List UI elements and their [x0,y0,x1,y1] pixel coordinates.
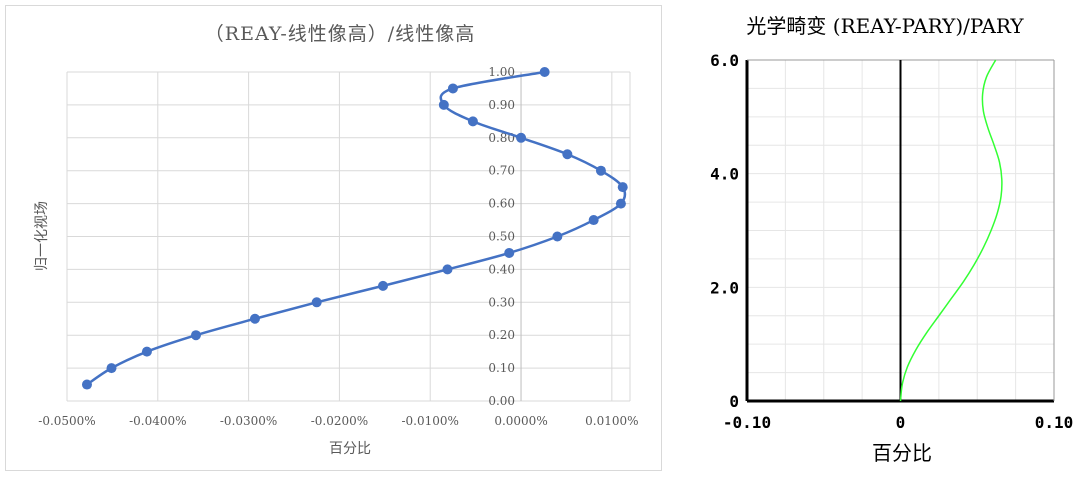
y-tick-label: 0.90 [488,98,515,112]
data-point [595,165,606,176]
grid [745,59,1055,403]
data-point [190,330,201,341]
y-tick-label: 0.50 [488,230,515,244]
data-point [378,280,389,291]
series [899,59,1003,402]
data-point [311,297,322,308]
x-tick-label: 0.10 [1035,413,1074,432]
chart-title: 光学畸变 (REAY-PARY)/PARY [746,14,1024,38]
distortion-chart-left: （REAY-线性像高）/线性像高 -0.0500% -0.0400% -0.0300… [5,5,662,471]
data-point [438,99,449,110]
data-point [617,182,628,193]
data-point [141,346,152,357]
data-point [504,247,515,258]
y-tick-label: 0.10 [488,361,515,375]
y-tick-label: 0.70 [488,164,515,178]
y-tick-label: 0.60 [488,197,515,211]
y-tick-label: 0.20 [488,328,515,342]
data-point [588,215,599,226]
x-tick-label: -0.0500% [38,414,95,428]
chart-right-svg: 光学畸变 (REAY-PARY)/PARY -0.10 0 0.10 0 2.0 4.0… [710,14,1073,465]
data-point [539,67,550,77]
x-tick-label: -0.0100% [401,414,458,428]
x-tick-labels: -0.10 0 0.10 [723,413,1073,432]
data-point [106,363,117,374]
x-tick-label: -0.0300% [220,414,277,428]
x-axis-title: 百分比 [872,441,932,465]
distortion-chart-right: 光学畸变 (REAY-PARY)/PARY -0.10 0 0.10 0 2.0 4.0… [690,0,1080,478]
y-tick-label: 0.40 [488,262,515,276]
y-tick-label: 0.80 [488,131,515,145]
chart-frame [5,5,662,471]
data-point [467,116,478,127]
x-tick-label: 0.0100% [585,414,638,428]
x-tick-label: -0.10 [723,413,771,432]
y-tick-label: 2.0 [710,278,739,297]
series-line [899,59,1003,402]
y-axis-title: 归一化视场 [33,201,50,271]
y-tick-label: 0.00 [488,394,515,408]
x-tick-label: -0.0200% [311,414,368,428]
y-tick-label: 0.30 [488,295,515,309]
data-point [562,149,573,160]
data-point [516,132,527,143]
data-point [447,83,458,94]
x-tick-label: 0.0000% [494,414,547,428]
chart-left-svg: （REAY-线性像高）/线性像高 -0.0500% -0.0400% -0.0300… [33,23,639,457]
data-point [442,264,453,275]
series [81,67,628,390]
chart-title: （REAY-线性像高）/线性像高 [205,23,475,45]
data-point [249,313,260,324]
y-tick-label: 6.0 [710,51,739,70]
x-axis-title: 百分比 [329,441,371,457]
x-tick-labels: -0.0500% -0.0400% -0.0300% -0.0200% -0.0100%… [38,414,638,428]
y-tick-label: 0 [729,392,739,411]
series-line [86,70,627,386]
y-tick-label: 4.0 [710,165,739,184]
x-tick-label: -0.0400% [129,414,186,428]
grid [66,71,631,402]
data-point [615,198,626,209]
y-tick-label: 1.00 [488,65,515,79]
data-point [552,231,563,242]
data-point [81,379,92,390]
y-tick-labels: 0.00 0.10 0.20 0.30 0.40 0.50 0.60 0.70 0.80 0.90… [488,65,515,408]
y-tick-labels: 0 2.0 4.0 6.0 [710,51,739,411]
x-tick-label: 0 [896,413,906,432]
